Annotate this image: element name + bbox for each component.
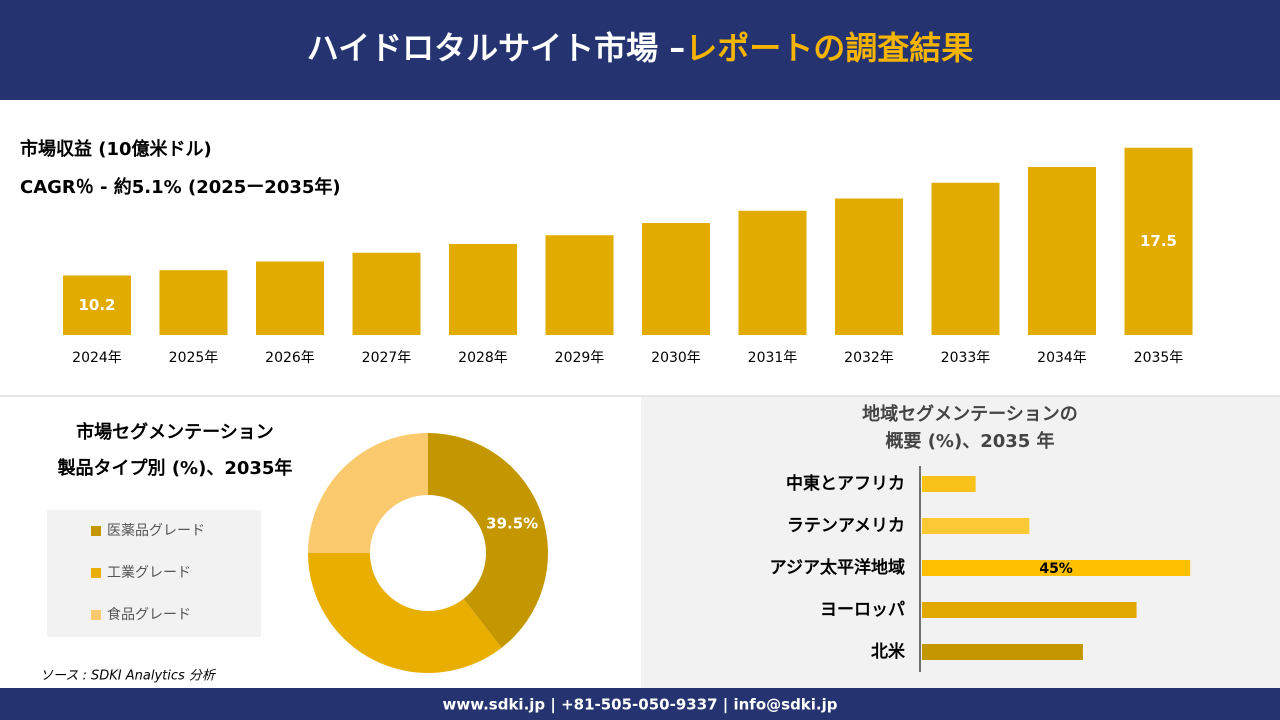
x-tick-label: 2035年 — [1134, 350, 1184, 366]
legend-label: 工業グレード — [107, 565, 191, 581]
chart-title: 地域セグメンテーションの — [862, 403, 1078, 425]
chart-title: 市場収益 (10億米ドル) — [20, 138, 212, 160]
donut-slice — [308, 553, 502, 674]
bar — [449, 244, 517, 335]
data-label: 10.2 — [78, 296, 115, 314]
x-tick-label: 2025年 — [169, 350, 219, 366]
x-tick-label: 2024年 — [72, 350, 122, 366]
divider — [0, 395, 1280, 397]
chart-subtitle: 概要 (%)、2035 年 — [885, 430, 1054, 452]
chart-title: 市場セグメンテーション — [76, 421, 274, 443]
x-tick-label: 2032年 — [844, 350, 894, 366]
legend-label: 医薬品グレード — [107, 523, 205, 539]
donut-slice — [308, 433, 428, 553]
legend-swatch — [91, 526, 101, 536]
legend-label: 食品グレード — [107, 606, 191, 623]
x-tick-label: 2031年 — [748, 350, 798, 366]
x-tick-label: 2027年 — [362, 350, 412, 366]
footer: www.sdki.jp | +81-505-050-9337 | info@sd… — [442, 696, 837, 715]
legend-swatch — [91, 568, 101, 578]
bar — [922, 518, 1030, 534]
x-tick-label: 2029年 — [555, 350, 605, 366]
bar — [63, 275, 131, 335]
x-tick-label: 2028年 — [458, 350, 508, 366]
x-tick-label: 2030年 — [651, 350, 701, 366]
x-tick-label: 2026年 — [265, 350, 315, 366]
bar — [1028, 167, 1096, 335]
footer-band — [0, 688, 1280, 720]
title-main: ハイドロタルサイト市場 – — [307, 29, 686, 67]
bar — [256, 261, 324, 335]
data-label: 45% — [1039, 561, 1073, 577]
donut-slice — [428, 433, 549, 648]
bar — [835, 198, 903, 335]
legend-swatch — [91, 610, 101, 620]
bar — [642, 223, 710, 335]
y-tick-label: ラテンアメリカ — [787, 516, 905, 536]
region-panel — [641, 397, 1280, 688]
bar — [922, 644, 1083, 660]
bar — [738, 210, 807, 335]
y-tick-label: アジア太平洋地域 — [770, 557, 905, 578]
y-tick-label: 北米 — [871, 641, 906, 662]
source: ソース : SDKI Analytics 分析 — [40, 669, 217, 684]
data-label: 39.5% — [486, 515, 538, 533]
bar — [922, 602, 1137, 618]
title-highlight: レポートの調査結果 — [685, 29, 973, 67]
bar — [159, 270, 228, 335]
data-label: 17.5 — [1140, 232, 1177, 250]
chart-subtitle: 製品タイプ別 (%)、2035年 — [57, 457, 293, 479]
bar — [545, 235, 614, 335]
header-band — [0, 0, 1280, 100]
y-tick-label: 中東とアフリカ — [786, 473, 905, 494]
bar — [922, 560, 1191, 576]
bar — [922, 476, 976, 492]
chart-subtitle: CAGR％ - 約5.1% (2025ー2035年) — [20, 176, 341, 198]
header-title: ハイドロタルサイト市場 –レポートの調査結果 — [307, 29, 974, 67]
bar — [931, 182, 1000, 335]
x-tick-label: 2033年 — [941, 350, 991, 366]
x-tick-label: 2034年 — [1037, 350, 1087, 366]
legend-box — [47, 510, 261, 637]
bar — [1124, 147, 1193, 335]
y-tick-label: ヨーロッパ — [820, 600, 905, 620]
bar — [352, 252, 421, 335]
